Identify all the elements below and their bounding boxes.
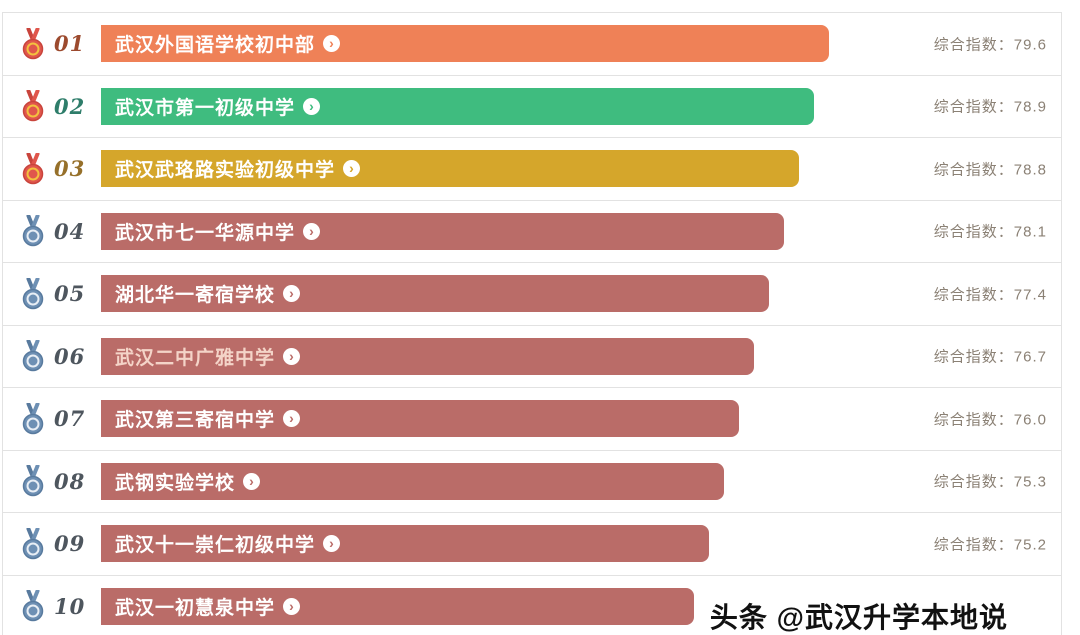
ranking-row: 07 武汉第三寄宿中学 › 综合指数：76.0 (2, 388, 1062, 451)
chevron-right-icon[interactable]: › (283, 410, 301, 428)
medal-icon (21, 151, 45, 185)
row-rank-area: 02 (3, 89, 101, 122)
ranking-row: 09 武汉十一崇仁初级中学 › 综合指数：75.2 (2, 513, 1062, 576)
ranking-row: 01 武汉外国语学校初中部 › 综合指数：79.6 (2, 13, 1062, 76)
score-bar: 武汉武珞路实验初级中学 › (101, 150, 799, 188)
score-bar: 武汉一初慧泉中学 › (101, 587, 694, 625)
rank-number: 05 (54, 281, 86, 307)
school-name: 武汉市七一华源中学 (115, 222, 296, 244)
medal-icon (21, 589, 45, 622)
medal-icon (21, 214, 45, 247)
index-label: 综合指数：76.7 (933, 348, 1047, 366)
row-rank-area: 03 (3, 151, 101, 185)
school-name: 武汉一初慧泉中学 (115, 597, 276, 619)
row-rank-area: 01 (3, 26, 101, 60)
score-bar: 湖北华一寄宿学校 › (101, 275, 769, 313)
school-name: 武汉外国语学校初中部 (115, 35, 316, 57)
ranking-row: 03 武汉武珞路实验初级中学 › 综合指数：78.8 (2, 138, 1062, 201)
chevron-right-icon[interactable]: › (283, 285, 301, 303)
index-label: 综合指数：77.4 (933, 286, 1047, 304)
school-name: 武汉二中广雅中学 (115, 347, 276, 369)
school-name: 武汉市第一初级中学 (115, 97, 296, 119)
medal-icon (21, 26, 45, 60)
score-bar: 武钢实验学校 › (101, 462, 724, 500)
chevron-right-icon[interactable]: › (323, 535, 341, 553)
rank-number: 04 (54, 218, 86, 244)
row-rank-area: 04 (3, 214, 101, 247)
medal-icon (21, 526, 45, 560)
school-name: 武汉十一崇仁初级中学 (115, 535, 316, 557)
rank-number: 09 (54, 531, 86, 557)
school-name: 武钢实验学校 (115, 472, 236, 494)
watermark-text: 头条 @武汉升学本地说 (709, 602, 1008, 633)
index-label: 综合指数：78.8 (933, 161, 1047, 179)
rank-number: 03 (54, 156, 86, 182)
medal-icon (21, 89, 45, 122)
ranking-row: 04 武汉市七一华源中学 › 综合指数：78.1 (2, 200, 1062, 263)
rank-number: 06 (54, 343, 86, 369)
row-rank-area: 05 (3, 276, 101, 310)
row-rank-area: 08 (3, 464, 101, 497)
ranking-row: 10 武汉一初慧泉中学 › (2, 575, 1062, 635)
rank-number: 02 (54, 93, 86, 119)
medal-icon (21, 401, 45, 435)
row-rank-area: 07 (3, 401, 101, 435)
score-bar: 武汉外国语学校初中部 › (101, 25, 829, 63)
rank-number: 01 (54, 31, 86, 57)
index-label: 综合指数：76.0 (933, 411, 1047, 429)
medal-icon (21, 276, 45, 310)
chevron-right-icon[interactable]: › (343, 160, 361, 178)
school-name: 湖北华一寄宿学校 (115, 285, 276, 307)
chevron-right-icon[interactable]: › (303, 222, 321, 240)
chevron-right-icon[interactable]: › (283, 347, 301, 365)
score-bar: 武汉市七一华源中学 › (101, 212, 784, 250)
index-label: 综合指数：79.6 (933, 36, 1047, 54)
ranking-row: 02 武汉市第一初级中学 › 综合指数：78.9 (2, 75, 1062, 138)
ranking-row: 05 湖北华一寄宿学校 › 综合指数：77.4 (2, 263, 1062, 326)
rank-number: 07 (54, 406, 86, 432)
row-rank-area: 10 (3, 589, 101, 622)
index-label: 综合指数：78.9 (933, 98, 1047, 116)
ranking-row: 06 武汉二中广雅中学 › 综合指数：76.7 (2, 325, 1062, 388)
chevron-right-icon[interactable]: › (303, 97, 321, 115)
chevron-right-icon[interactable]: › (323, 35, 341, 53)
score-bar: 武汉二中广雅中学 › (101, 337, 754, 375)
index-label: 综合指数：75.3 (933, 473, 1047, 491)
row-rank-area: 09 (3, 526, 101, 560)
rank-number: 08 (54, 468, 86, 494)
index-label: 综合指数：75.2 (933, 536, 1047, 554)
chevron-right-icon[interactable]: › (283, 597, 301, 615)
school-name: 武汉第三寄宿中学 (115, 410, 276, 432)
row-rank-area: 06 (3, 339, 101, 372)
score-bar: 武汉十一崇仁初级中学 › (101, 525, 709, 563)
index-label: 综合指数：78.1 (933, 223, 1047, 241)
ranking-list: 01 武汉外国语学校初中部 › 综合指数：79.6 02 武汉市第一初级中学 ›… (2, 12, 1062, 635)
school-name: 武汉武珞路实验初级中学 (115, 160, 336, 182)
chevron-right-icon[interactable]: › (243, 472, 261, 490)
medal-icon (21, 464, 45, 497)
medal-icon (21, 339, 45, 372)
score-bar: 武汉市第一初级中学 › (101, 87, 814, 125)
rank-number: 10 (54, 593, 86, 619)
ranking-row: 08 武钢实验学校 › 综合指数：75.3 (2, 450, 1062, 513)
score-bar: 武汉第三寄宿中学 › (101, 400, 739, 438)
